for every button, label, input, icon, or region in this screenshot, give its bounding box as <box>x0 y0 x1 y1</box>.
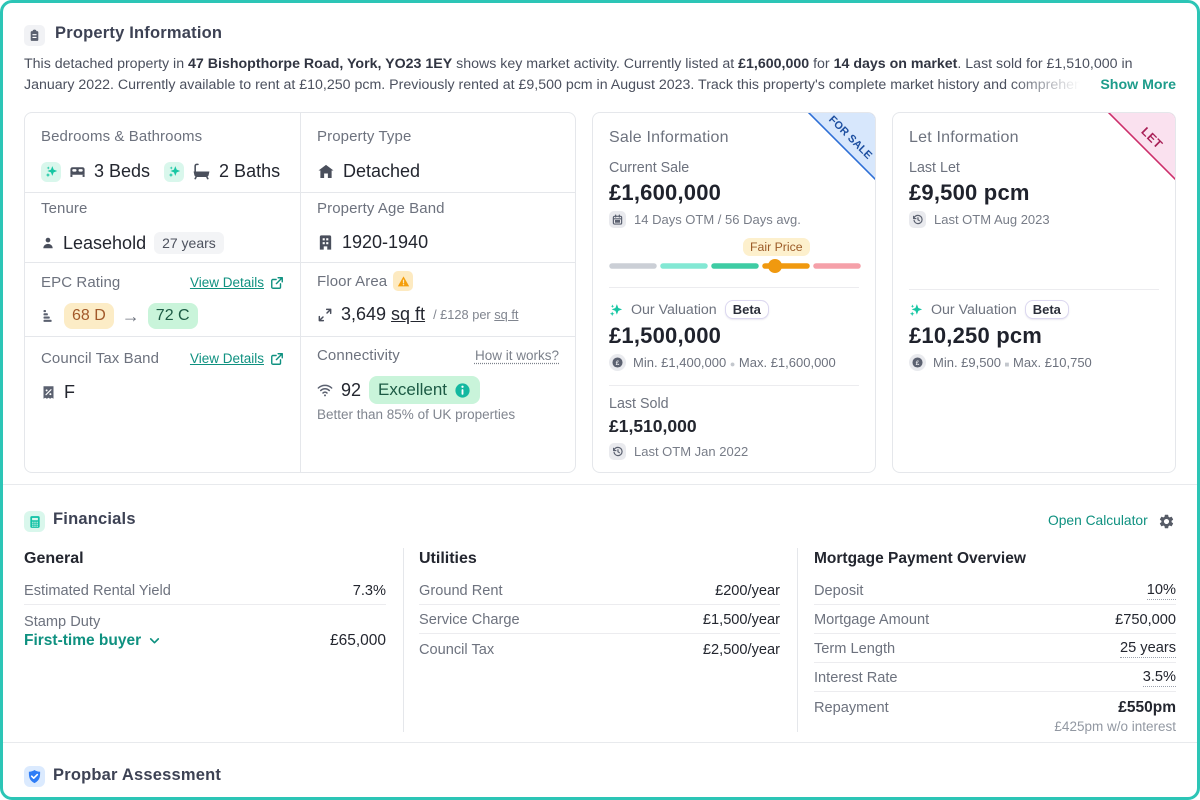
svg-text:£: £ <box>616 360 620 367</box>
svg-text:£: £ <box>916 360 920 367</box>
